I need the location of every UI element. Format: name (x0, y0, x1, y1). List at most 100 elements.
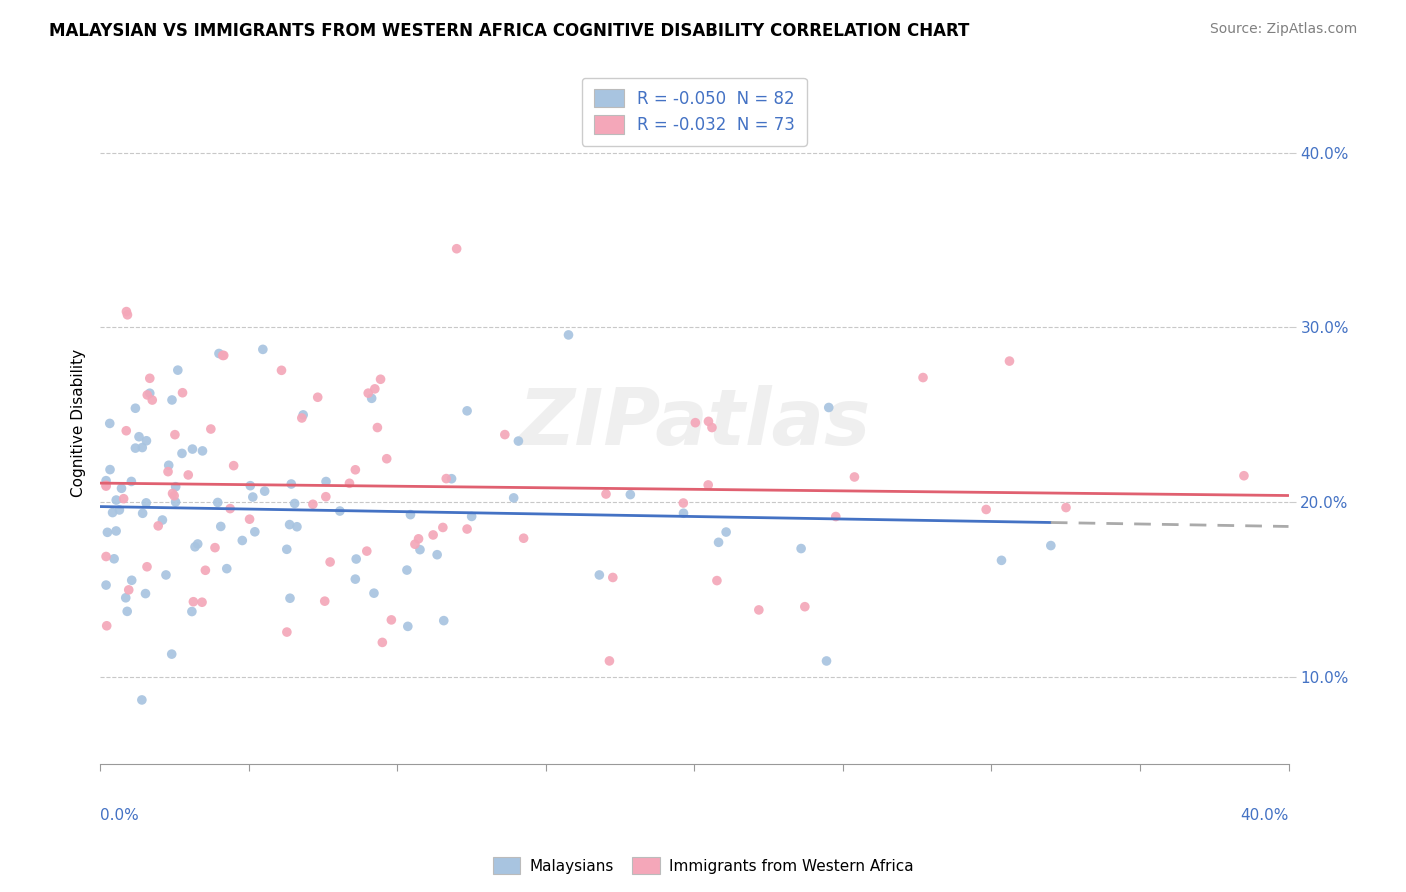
Point (94, 478, 117, 492)
Point (187, 537, 209, 551)
Point (231, 533, 253, 548)
Legend: Malaysians, Immigrants from Western Africa: Malaysians, Immigrants from Western Afri… (486, 851, 920, 880)
Point (148, 519, 170, 533)
Point (276, 625, 298, 640)
Point (602, 570, 624, 584)
Text: 40.0%: 40.0% (1240, 808, 1288, 823)
Point (165, 480, 187, 494)
Point (98, 462, 121, 476)
Point (707, 535, 730, 549)
Point (136, 559, 159, 574)
Point (110, 481, 132, 495)
Y-axis label: Cognitive Disability: Cognitive Disability (72, 350, 86, 498)
Point (124, 401, 146, 416)
Point (211, 348, 233, 362)
Point (363, 586, 385, 600)
Point (114, 591, 136, 605)
Point (595, 487, 617, 501)
Point (706, 574, 728, 588)
Point (284, 496, 307, 510)
Text: ZIPatlas: ZIPatlas (519, 385, 870, 461)
Point (748, 603, 770, 617)
Point (998, 354, 1021, 368)
Point (239, 512, 262, 526)
Point (180, 605, 202, 619)
Point (844, 470, 866, 484)
Point (446, 242, 468, 256)
Point (94, 479, 117, 493)
Point (115, 604, 138, 618)
Point (172, 385, 194, 400)
Point (191, 595, 214, 609)
Point (207, 495, 229, 509)
Point (315, 475, 337, 489)
Point (155, 568, 177, 582)
Point (426, 548, 449, 562)
Point (460, 509, 482, 524)
Point (121, 574, 143, 588)
Point (152, 513, 174, 527)
Point (166, 363, 188, 377)
Point (94, 578, 117, 592)
Point (619, 487, 641, 501)
Point (105, 524, 128, 538)
Text: Source: ZipAtlas.com: Source: ZipAtlas.com (1209, 22, 1357, 37)
Point (115, 304, 138, 318)
Point (395, 563, 418, 577)
Point (370, 372, 392, 386)
Point (115, 424, 138, 438)
Point (98, 417, 121, 431)
Point (215, 562, 238, 576)
Point (270, 363, 292, 377)
Point (307, 390, 329, 404)
Point (685, 416, 707, 430)
Point (815, 654, 838, 668)
Point (364, 382, 387, 396)
Point (204, 541, 226, 555)
Point (508, 434, 530, 448)
Point (162, 486, 184, 500)
Point (790, 541, 813, 556)
Point (434, 472, 457, 486)
Point (714, 524, 737, 539)
Point (157, 458, 180, 473)
Point (598, 654, 620, 668)
Point (278, 591, 301, 606)
Point (433, 614, 456, 628)
Point (194, 563, 217, 577)
Point (494, 427, 516, 442)
Point (96, 619, 118, 633)
Point (314, 594, 336, 608)
Point (432, 520, 454, 534)
Point (163, 427, 186, 442)
Point (112, 491, 135, 506)
Point (141, 392, 163, 407)
Point (134, 586, 156, 600)
Point (588, 568, 610, 582)
Point (118, 582, 141, 597)
Point (672, 506, 695, 520)
Point (170, 446, 193, 460)
Point (135, 434, 157, 448)
Point (135, 496, 157, 510)
Point (208, 346, 231, 360)
Point (103, 551, 125, 566)
Point (824, 509, 846, 524)
Point (672, 496, 695, 510)
Point (280, 477, 302, 491)
Point (357, 386, 380, 401)
Point (222, 458, 245, 473)
Point (404, 537, 426, 551)
Point (94, 474, 117, 488)
Point (990, 553, 1012, 567)
Point (139, 386, 162, 401)
Point (700, 420, 723, 434)
Point (108, 503, 131, 517)
Point (697, 414, 720, 428)
Point (329, 504, 352, 518)
Point (697, 478, 720, 492)
Point (422, 528, 444, 542)
Point (1039, 539, 1062, 553)
Point (219, 501, 242, 516)
Point (315, 490, 337, 504)
